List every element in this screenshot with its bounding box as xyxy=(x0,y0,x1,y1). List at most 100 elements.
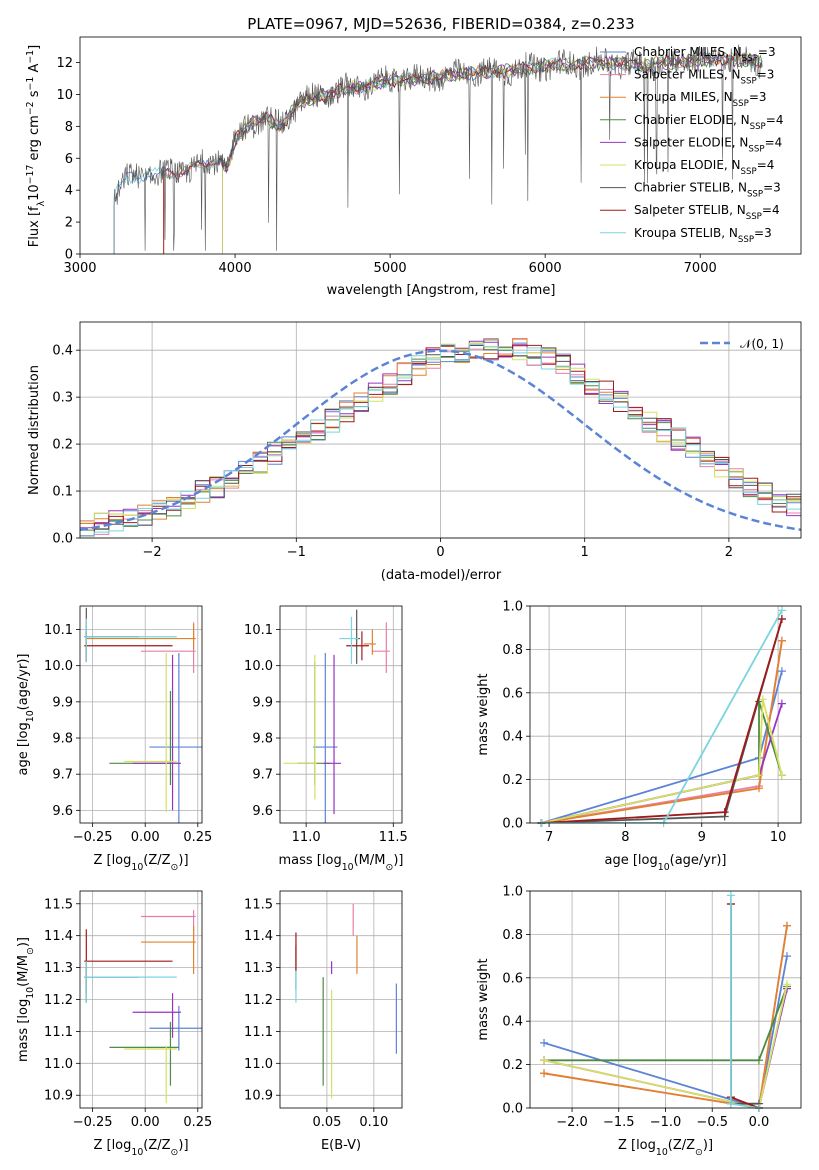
x-axis-label: E(B-V) xyxy=(321,1138,361,1153)
x-axis-label: wavelength [Angstrom, rest frame] xyxy=(327,283,556,298)
x-tick-label: 1 xyxy=(581,545,589,560)
y-tick-label: 9.9 xyxy=(52,695,73,710)
y-tick-label: 4 xyxy=(65,184,73,199)
y-tick-label: 1.0 xyxy=(502,600,523,615)
y-tick-label: 8 xyxy=(65,120,73,135)
data-point-marker xyxy=(540,1069,549,1078)
y-tick-label: 9.6 xyxy=(252,804,273,819)
y-tick-label: 9.6 xyxy=(52,804,73,819)
y-axis-label: age [log10(age/yr)] xyxy=(16,654,36,776)
y-tick-label: 0.0 xyxy=(502,1102,523,1117)
legend-entry: Salpeter MILES, NSSP=3 xyxy=(634,68,774,87)
y-tick-label: 0.6 xyxy=(502,971,523,986)
spectrum-series-line xyxy=(163,51,762,254)
legend-entry: 𝒩(0, 1) xyxy=(740,337,784,351)
y-tick-label: 0.1 xyxy=(52,485,73,500)
y-tick-label: 10 xyxy=(56,88,73,103)
mass-weight-series-line xyxy=(541,640,783,823)
data-point-marker xyxy=(777,615,786,624)
data-point-marker xyxy=(720,808,729,817)
y-axis-label: Flux [fλ10−17 erg cm−2 s−1 A−1] xyxy=(25,45,47,247)
x-tick-label: 0.05 xyxy=(312,1115,341,1130)
data-point-marker xyxy=(777,771,786,780)
y-tick-label: 1.0 xyxy=(502,885,523,900)
x-tick-label: −2.0 xyxy=(556,1115,588,1130)
legend-entry: Kroupa ELODIE, NSSP=4 xyxy=(634,158,774,177)
spectrum-series-line xyxy=(113,44,763,254)
x-tick-label: −0.5 xyxy=(696,1115,728,1130)
y-axis-label: mass weight xyxy=(476,673,491,755)
x-axis-label: age [log10(age/yr)] xyxy=(605,853,727,873)
x-tick-label: −1.5 xyxy=(603,1115,635,1130)
y-tick-label: 0.8 xyxy=(502,643,523,658)
legend-entry: Kroupa STELIB, NSSP=3 xyxy=(634,226,772,245)
x-tick-label: −0.25 xyxy=(73,1115,113,1130)
y-tick-label: 10.0 xyxy=(44,659,73,674)
mass-weight-series-line xyxy=(541,703,783,823)
y-tick-label: 11.4 xyxy=(44,929,73,944)
y-tick-label: 10.0 xyxy=(244,659,273,674)
mass-weight-series-line xyxy=(543,925,788,1108)
y-tick-label: 9.8 xyxy=(252,732,273,747)
spectrum-series-line xyxy=(163,52,762,254)
mass-weight-vs-metallicity-panel: −2.0 −1.5 −1.0 −0.5 0.0 0.0 0.2 0.4 0.6 0.8 1.0 Z [… xyxy=(476,885,802,1158)
mass-weight-series-line xyxy=(541,609,783,823)
legend-entry: Salpeter STELIB, NSSP=4 xyxy=(634,203,780,222)
data-point-marker xyxy=(726,891,735,900)
figure-title: PLATE=0967, MJD=52636, FIBERID=0384, z=0… xyxy=(247,15,634,33)
y-tick-label: 11.2 xyxy=(244,993,273,1008)
y-tick-label: 9.7 xyxy=(52,768,73,783)
data-point-marker xyxy=(777,606,786,615)
y-tick-label: 0.4 xyxy=(502,730,523,745)
x-tick-label: 0.10 xyxy=(359,1115,388,1130)
mass-vs-metallicity-panel: −0.25 0.00 0.25 10.9 11.0 11.1 11.2 11.3 11.4 11.… xyxy=(16,890,212,1158)
y-tick-label: 0.4 xyxy=(52,344,73,359)
plot-frame xyxy=(79,36,802,255)
y-tick-label: 11.3 xyxy=(44,961,73,976)
plot-frame xyxy=(79,890,203,1109)
x-tick-label: 0 xyxy=(436,545,444,560)
mass-weight-series-line xyxy=(730,895,760,1108)
y-tick-label: 10.9 xyxy=(44,1089,73,1104)
data-point-marker xyxy=(726,1099,735,1108)
data-point-marker xyxy=(777,667,786,676)
y-tick-label: 11.1 xyxy=(44,1025,73,1040)
legend-entry: Salpeter ELODIE, NSSP=4 xyxy=(634,135,782,154)
plot-frame xyxy=(529,890,802,1109)
y-tick-label: 0.6 xyxy=(502,686,523,701)
x-tick-label: 0.25 xyxy=(183,830,212,845)
x-axis-label: Z [log10(Z/Z⊙)] xyxy=(618,1138,713,1158)
age-vs-mass-panel: 11.0 11.5 9.6 9.7 9.8 9.9 10.0 10.1 mass [log10(… xyxy=(244,605,408,873)
plot-frame xyxy=(529,605,802,824)
plot-frame xyxy=(79,605,203,824)
y-tick-label: 10.9 xyxy=(244,1089,273,1104)
x-axis-label: Z [log10(Z/Z⊙)] xyxy=(93,1138,188,1158)
y-tick-label: 0.4 xyxy=(502,1015,523,1030)
x-tick-label: 11.5 xyxy=(379,830,408,845)
y-axis-label: mass weight xyxy=(476,958,491,1040)
x-tick-label: 0.00 xyxy=(131,830,160,845)
x-tick-label: 7 xyxy=(545,830,553,845)
y-tick-label: 11.3 xyxy=(244,961,273,976)
data-point-marker xyxy=(755,784,764,793)
y-tick-label: 0.2 xyxy=(502,773,523,788)
x-tick-label: 9 xyxy=(698,830,706,845)
y-tick-label: 0.0 xyxy=(52,532,73,547)
y-tick-label: 11.1 xyxy=(244,1025,273,1040)
y-tick-label: 12 xyxy=(56,56,73,71)
plot-frame xyxy=(279,890,403,1109)
mass-weight-series-line xyxy=(541,670,783,823)
x-tick-label: 11.0 xyxy=(292,830,321,845)
data-point-marker xyxy=(755,771,764,780)
x-tick-label: 10 xyxy=(770,830,787,845)
x-tick-label: 8 xyxy=(621,830,629,845)
x-axis-label: Z [log10(Z/Z⊙)] xyxy=(93,853,188,873)
y-tick-label: 0.2 xyxy=(52,438,73,453)
legend-entry: Kroupa MILES, NSSP=3 xyxy=(634,90,767,109)
y-tick-label: 0.2 xyxy=(502,1058,523,1073)
x-tick-label: −2 xyxy=(143,545,162,560)
y-tick-label: 10.1 xyxy=(44,623,73,638)
x-tick-label: 0.25 xyxy=(183,1115,212,1130)
y-tick-label: 9.8 xyxy=(52,732,73,747)
x-axis-label: (data-model)/error xyxy=(381,568,502,583)
